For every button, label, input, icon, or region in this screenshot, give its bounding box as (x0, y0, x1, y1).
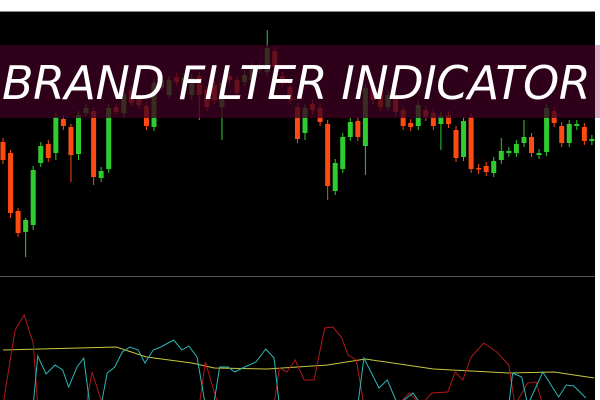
candle-body (476, 168, 482, 170)
candle-body (491, 161, 497, 173)
candle (38, 142, 44, 167)
candle (461, 117, 467, 161)
candle (566, 120, 572, 147)
candle (0, 138, 6, 164)
candle-body (347, 122, 353, 137)
candle (355, 117, 361, 141)
candle-body (355, 121, 361, 137)
candle-body (461, 121, 467, 157)
candle (91, 107, 97, 185)
candle-body (445, 115, 451, 124)
candle (340, 133, 346, 173)
candle (15, 208, 21, 237)
candle-body (302, 108, 308, 133)
candle-body (574, 124, 580, 126)
candle-body (45, 144, 51, 158)
candle (476, 164, 482, 174)
candle (506, 147, 512, 157)
candle-body (30, 170, 36, 225)
candle-body (53, 117, 59, 153)
candle (589, 135, 595, 145)
candle-body (453, 130, 459, 158)
candle-body (438, 116, 444, 124)
candle-body (468, 117, 474, 169)
candle-body (15, 211, 21, 233)
candle (581, 123, 587, 145)
indicator-pane (2, 313, 595, 400)
candle (529, 133, 534, 157)
candle (53, 113, 59, 160)
candle-body (536, 153, 542, 155)
candle-body (340, 137, 346, 169)
candle-body (98, 171, 104, 178)
title-text: BRAND FILTER INDICATOR (2, 56, 591, 110)
candle (30, 166, 36, 230)
candle-body (430, 113, 436, 126)
candle (536, 149, 542, 159)
candle-body (68, 127, 74, 155)
candle-body (521, 137, 527, 143)
candle-body (0, 142, 6, 160)
candle (8, 150, 14, 218)
candle (521, 120, 527, 147)
candle (483, 162, 489, 176)
candle (513, 140, 519, 157)
candle-body (581, 127, 587, 141)
candle (98, 167, 104, 182)
candle-body (400, 110, 406, 126)
indicator-line (33, 339, 587, 400)
candle (491, 157, 497, 177)
title-banner-edge (595, 45, 600, 118)
candle (76, 111, 81, 160)
candle-body (325, 124, 331, 186)
candle (68, 124, 74, 182)
candle-body (332, 163, 338, 191)
candle-body (60, 119, 66, 126)
candle-body (559, 126, 565, 143)
candle (498, 138, 504, 164)
candle-body (8, 153, 14, 213)
candle-body (483, 166, 489, 172)
candle-body (76, 115, 81, 154)
candle-body (23, 220, 29, 232)
candle-body (91, 111, 97, 177)
title-banner (0, 45, 595, 118)
candle-body (589, 139, 595, 141)
candle-body (529, 137, 534, 153)
candle (453, 126, 459, 162)
candle (468, 113, 474, 173)
candle-body (38, 146, 44, 163)
candle (347, 118, 353, 141)
indicator-line (3, 313, 542, 400)
candle (332, 159, 338, 195)
candle-body (513, 144, 519, 153)
candle (23, 218, 29, 257)
candle-body (544, 108, 550, 152)
candle-body (498, 151, 504, 160)
candle (325, 120, 331, 200)
candle (559, 122, 565, 147)
candle-body (506, 151, 512, 153)
candle (45, 140, 51, 162)
candle-body (106, 108, 112, 169)
candle-body (408, 123, 414, 127)
candle (574, 120, 580, 130)
candle-body (294, 107, 300, 139)
top-margin (0, 0, 600, 11)
candle (438, 112, 444, 150)
candle (408, 119, 414, 131)
candle-body (566, 124, 572, 143)
